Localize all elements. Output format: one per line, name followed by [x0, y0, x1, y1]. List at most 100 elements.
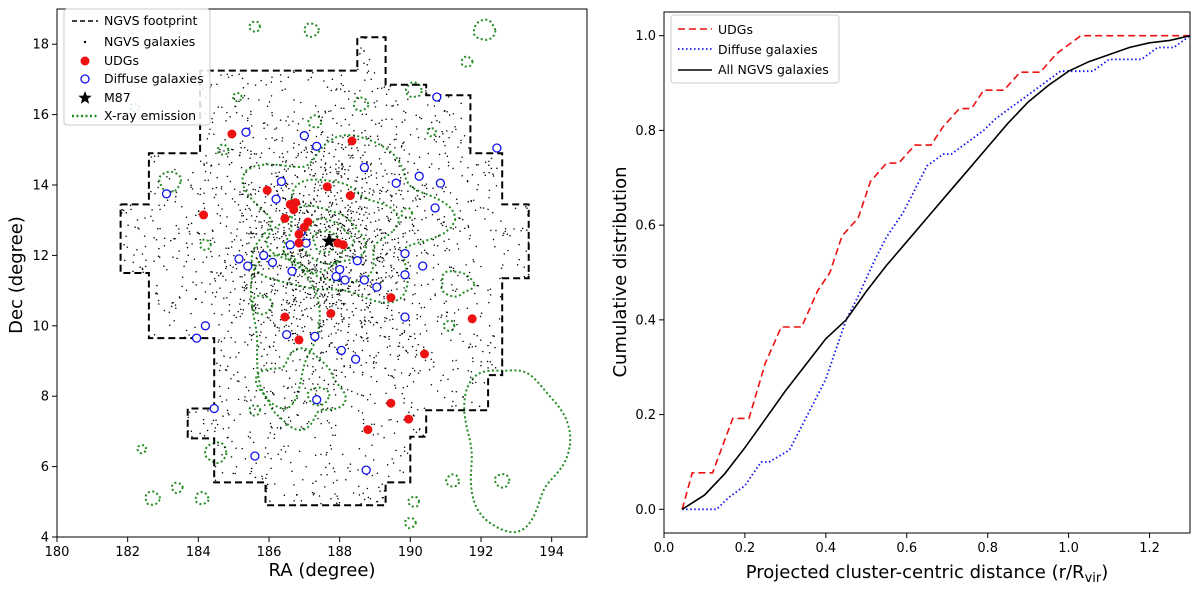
ngvs-galaxy-point — [294, 303, 297, 306]
ngvs-galaxy-point — [402, 232, 404, 235]
ngvs-galaxy-point — [498, 318, 501, 320]
ngvs-galaxy-point — [364, 309, 366, 311]
ngvs-galaxy-point — [290, 224, 292, 226]
ngvs-galaxy-point — [389, 194, 392, 196]
ngvs-galaxy-point — [219, 148, 221, 151]
ngvs-galaxy-point — [292, 289, 295, 292]
ngvs-galaxy-point — [402, 235, 404, 238]
ngvs-galaxy-point — [407, 171, 409, 174]
ngvs-galaxy-point — [247, 117, 249, 119]
ngvs-galaxy-point — [483, 382, 486, 384]
ngvs-galaxy-point — [314, 454, 317, 457]
ngvs-galaxy-point — [332, 373, 334, 375]
ngvs-galaxy-point — [258, 307, 260, 310]
ngvs-galaxy-point — [294, 174, 296, 177]
legend-footprint-label: NGVS footprint — [104, 13, 198, 28]
diffuse-galaxy-point — [161, 189, 172, 199]
right-y-tick-label: 0.2 — [635, 408, 656, 423]
ngvs-galaxy-point — [340, 124, 342, 127]
ngvs-galaxy-point — [379, 255, 382, 258]
ngvs-galaxy-point — [336, 495, 338, 497]
ngvs-galaxy-point — [221, 106, 223, 109]
ngvs-galaxy-point — [416, 272, 418, 274]
ngvs-galaxy-point — [335, 168, 337, 170]
ngvs-galaxy-point — [363, 272, 365, 275]
ngvs-galaxy-point — [341, 256, 343, 258]
ngvs-galaxy-point — [334, 434, 337, 437]
ngvs-galaxy-point — [253, 274, 255, 276]
ngvs-galaxy-point — [301, 326, 303, 329]
ngvs-galaxy-point — [299, 318, 301, 320]
ngvs-galaxy-point — [247, 97, 250, 100]
ngvs-galaxy-point — [286, 387, 289, 390]
udg-markers — [199, 129, 477, 435]
ngvs-galaxy-point — [240, 166, 243, 169]
ngvs-galaxy-point — [408, 374, 411, 377]
ngvs-galaxy-point — [367, 340, 369, 342]
ngvs-galaxy-point — [413, 333, 416, 335]
ngvs-galaxy-point — [266, 105, 269, 108]
ngvs-galaxy-point — [352, 210, 354, 213]
ngvs-galaxy-point — [399, 249, 402, 252]
ngvs-galaxy-point — [293, 111, 296, 113]
ngvs-galaxy-point — [391, 375, 394, 377]
ngvs-galaxy-point — [313, 286, 315, 288]
ngvs-galaxy-point — [331, 233, 333, 236]
ngvs-galaxy-point — [239, 308, 242, 311]
ngvs-galaxy-point — [254, 267, 256, 269]
ngvs-galaxy-point — [354, 290, 357, 292]
ngvs-galaxy-point — [464, 227, 466, 230]
ngvs-galaxy-point — [241, 286, 244, 288]
ngvs-galaxy-point — [441, 130, 443, 133]
ngvs-galaxy-point — [378, 122, 380, 124]
ngvs-galaxy-point — [389, 345, 391, 347]
ngvs-galaxy-point — [251, 306, 253, 308]
ngvs-galaxy-point — [434, 294, 436, 297]
ngvs-galaxy-point — [364, 323, 366, 326]
ngvs-galaxy-point — [328, 152, 330, 155]
ngvs-galaxy-point — [488, 160, 490, 163]
ngvs-galaxy-point — [252, 367, 255, 370]
ngvs-galaxy-point — [234, 201, 236, 203]
x-ray-contour-blob — [248, 20, 261, 33]
ngvs-galaxy-point — [296, 390, 299, 393]
ngvs-galaxy-point — [494, 346, 496, 349]
ngvs-galaxy-point — [345, 255, 347, 257]
ngvs-galaxy-point — [224, 368, 227, 371]
ngvs-galaxy-point — [271, 114, 274, 117]
ngvs-galaxy-point — [153, 333, 156, 336]
ngvs-galaxy-point — [269, 278, 272, 281]
ngvs-galaxy-point — [335, 502, 338, 505]
ngvs-galaxy-point — [455, 128, 457, 131]
ngvs-galaxy-point — [322, 296, 324, 298]
ngvs-galaxy-point — [342, 136, 344, 139]
ngvs-galaxy-point — [434, 114, 437, 117]
ngvs-galaxy-point — [368, 238, 371, 240]
ngvs-galaxy-point — [476, 334, 479, 337]
ngvs-galaxy-point — [345, 238, 347, 241]
ngvs-galaxy-point — [331, 141, 333, 143]
udg-point — [363, 425, 373, 435]
ngvs-galaxy-point — [494, 246, 496, 248]
ngvs-galaxy-point — [279, 267, 282, 270]
ngvs-galaxy-point — [305, 146, 307, 149]
ngvs-galaxy-point — [380, 125, 383, 127]
ngvs-galaxy-point — [341, 143, 343, 146]
ngvs-galaxy-point — [305, 234, 308, 236]
ngvs-galaxy-point — [322, 408, 324, 410]
ngvs-galaxy-point — [370, 170, 372, 172]
ngvs-galaxy-point — [283, 326, 286, 328]
ngvs-galaxy-point — [466, 180, 469, 182]
ngvs-galaxy-point — [460, 160, 462, 163]
ngvs-galaxy-point — [199, 160, 202, 162]
ngvs-galaxy-point — [278, 237, 281, 240]
diffuse-cdf-line — [682, 34, 1191, 511]
ngvs-galaxy-point — [403, 298, 406, 301]
ngvs-galaxy-point — [486, 360, 489, 363]
ngvs-galaxy-point — [387, 219, 390, 222]
ngvs-galaxy-point — [365, 255, 367, 257]
ngvs-galaxy-point — [336, 170, 338, 173]
ngvs-galaxy-point — [201, 282, 203, 284]
ngvs-galaxy-point — [472, 360, 474, 363]
ngvs-galaxy-point — [181, 276, 184, 279]
